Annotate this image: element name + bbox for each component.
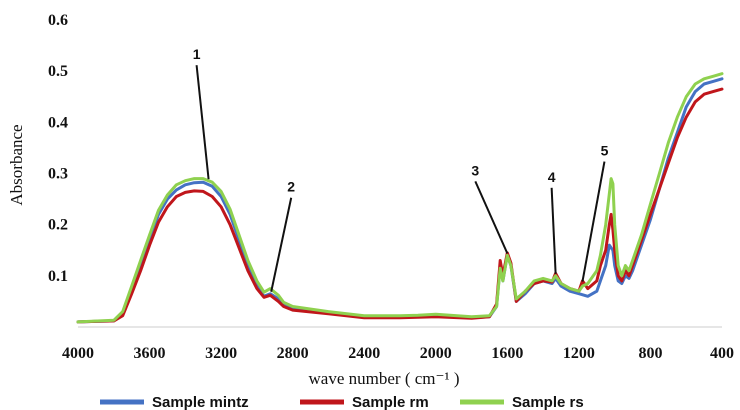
annotation-leader-2 — [270, 197, 293, 292]
y-tick-label: 0.3 — [48, 166, 68, 183]
annotation-label-5: 5 — [601, 143, 609, 159]
annotation-leader-4 — [550, 187, 557, 274]
x-tick-label: 2400 — [348, 345, 380, 362]
x-axis-title: wave number ( cm⁻¹ ) — [309, 369, 460, 388]
x-tick-label: 1600 — [491, 345, 523, 362]
x-tick-label: 3200 — [205, 345, 237, 362]
y-tick-label: 0.6 — [48, 12, 68, 29]
y-tick-label: 0.2 — [48, 217, 68, 234]
x-tick-label: 400 — [710, 345, 734, 362]
x-tick-label: 2800 — [277, 345, 309, 362]
series-line-2 — [76, 87, 724, 324]
x-tick-label: 4000 — [62, 345, 94, 362]
annotation-label-2: 2 — [287, 179, 295, 195]
y-tick-label: 0.1 — [48, 268, 68, 285]
x-tick-label: 1200 — [563, 345, 595, 362]
legend: Sample mintz Sample rm Sample rs — [100, 394, 584, 410]
x-tick-label: 2000 — [420, 345, 452, 362]
series-group — [76, 72, 724, 324]
y-tick-label: 0.4 — [48, 114, 68, 131]
legend-label-1: Sample mintz — [152, 394, 249, 410]
y-tick-labels: 0.1 0.2 0.3 0.4 0.5 0.6 — [48, 12, 68, 285]
annotation-label-4: 4 — [548, 169, 556, 185]
annotation-label-3: 3 — [471, 162, 479, 178]
legend-label-2: Sample rm — [352, 394, 429, 410]
series-line-3 — [76, 72, 724, 324]
legend-label-3: Sample rs — [512, 394, 584, 410]
x-tick-label: 3600 — [134, 345, 166, 362]
annotation-leader-5 — [581, 161, 606, 282]
y-axis-title: Absorbance — [7, 124, 26, 205]
annotation-label-1: 1 — [193, 46, 201, 62]
y-tick-label: 0.5 — [48, 63, 68, 80]
annotation-leader-1 — [195, 65, 210, 180]
annotation-leader-3 — [474, 180, 509, 254]
x-tick-label: 800 — [638, 345, 662, 362]
x-tick-labels: 4000 3600 3200 2800 2400 2000 1600 1200 800 400 — [62, 345, 734, 362]
annotation-group: 1 2 3 4 5 — [193, 46, 609, 292]
